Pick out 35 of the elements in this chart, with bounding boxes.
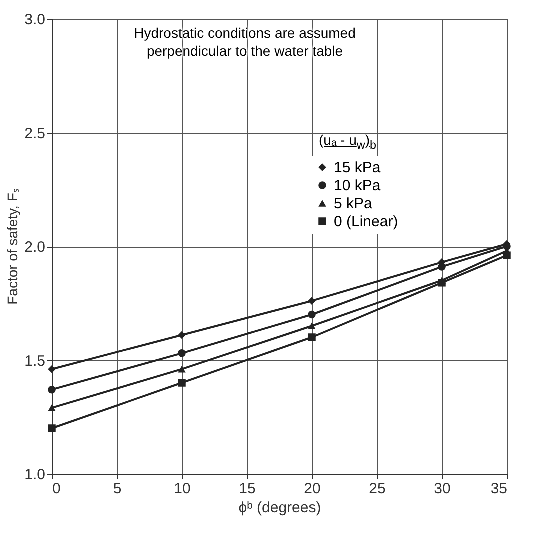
x-tick-label: 15 bbox=[239, 480, 256, 498]
point bbox=[48, 424, 56, 432]
y-tick-label: 1.5 bbox=[24, 352, 46, 370]
legend-label: 10 kPa bbox=[334, 178, 382, 194]
x-tick-label: 20 bbox=[304, 480, 321, 498]
x-axis-title: ϕᵇ (degrees) bbox=[238, 500, 322, 516]
y-tick-label: 2.0 bbox=[24, 239, 46, 256]
x-tick-label: 5 bbox=[113, 480, 122, 498]
point bbox=[48, 365, 56, 374]
point bbox=[503, 252, 511, 260]
legend-label: 5 kPa bbox=[334, 196, 374, 212]
point bbox=[178, 331, 186, 340]
y-axis-title: Factor of safety, Fₛ bbox=[4, 189, 21, 305]
point bbox=[48, 386, 56, 394]
point bbox=[308, 334, 316, 342]
x-tick-label: 25 bbox=[369, 480, 386, 498]
x-tick-label: 0 bbox=[52, 480, 61, 498]
point bbox=[308, 310, 316, 319]
x-tick-label: 10 bbox=[174, 480, 191, 498]
legend-label: 0 (Linear) bbox=[334, 214, 398, 230]
y-tick-label: 3.0 bbox=[24, 12, 46, 28]
y-tick-label: 2.5 bbox=[24, 125, 46, 142]
point bbox=[308, 322, 316, 330]
point bbox=[178, 379, 186, 387]
legend-label: 15 kPa bbox=[334, 160, 382, 176]
x-tick-label: 35 bbox=[490, 480, 508, 498]
point bbox=[178, 350, 186, 358]
point bbox=[48, 404, 56, 412]
point bbox=[178, 366, 186, 373]
legend-title: (uₐ - u$_{w}$)$_{b}$ bbox=[318, 132, 378, 152]
x-tick-label: 30 bbox=[434, 480, 451, 498]
point bbox=[438, 263, 446, 271]
point bbox=[308, 297, 316, 305]
point bbox=[438, 279, 446, 287]
y-tick-label: 1.0 bbox=[24, 466, 46, 484]
